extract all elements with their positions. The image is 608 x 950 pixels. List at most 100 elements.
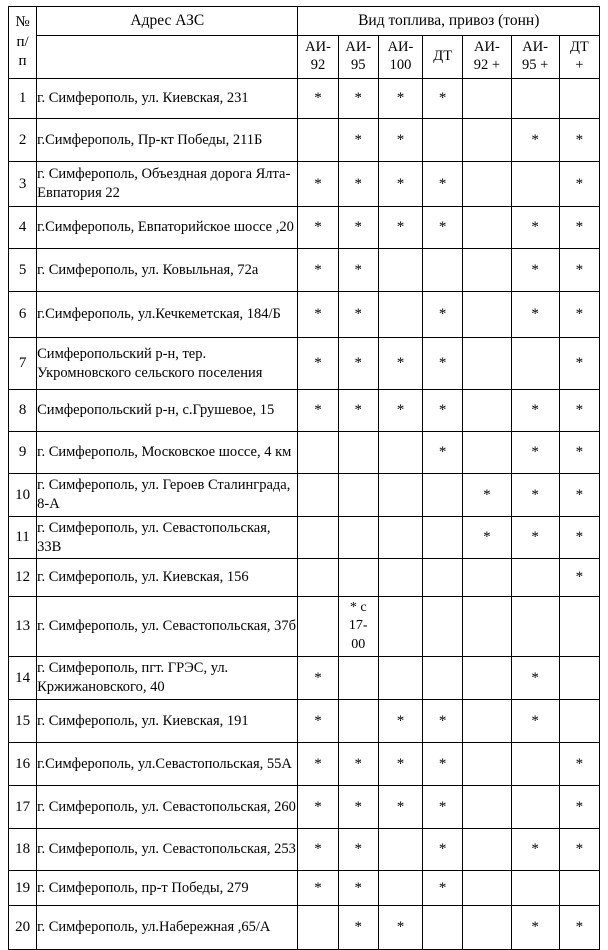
fuel-mark-ai92: *	[297, 785, 339, 829]
fuel-mark-dt	[422, 248, 464, 292]
table-body: 1 г. Симферополь, ул. Киевская, 231 * * * * 2 г…	[7, 78, 601, 950]
header-row-number: № п/ п	[7, 6, 38, 79]
fuel-mark-dtplus: *	[558, 558, 601, 597]
fuel-mark-ai95plus: *	[510, 656, 560, 700]
header-fuel-ai95-plus-line-1: АИ-	[522, 39, 549, 56]
fuel-mark-ai92plus: *	[462, 516, 512, 559]
fuel-mark-dtplus	[558, 596, 601, 657]
station-address: г. Симферополь, ул.Набережная ,65/А	[36, 905, 299, 950]
fuel-mark-dt: *	[422, 742, 464, 786]
fuel-mark-ai92plus	[462, 828, 512, 871]
header-fuel-dt: ДТ	[422, 35, 464, 79]
fuel-mark-ai95plus: *	[510, 828, 560, 871]
table-row: 16 г.Симферополь, ул.Севастопольская, 55А…	[7, 742, 601, 786]
fuel-mark-ai100	[377, 473, 424, 517]
station-address: г. Симферополь, ул. Севастопольская, 33В	[36, 516, 299, 559]
fuel-mark-dt: *	[422, 870, 464, 906]
fuel-mark-ai95plus	[510, 558, 560, 597]
fuel-mark-dt	[422, 656, 464, 700]
fuel-mark-ai100: *	[377, 161, 424, 207]
header-fuel-dt-plus-line-2: +	[575, 57, 584, 73]
row-number: 12	[7, 558, 38, 597]
row-number: 8	[7, 389, 38, 432]
fuel-mark-ai100	[377, 248, 424, 292]
fuel-mark-dt: *	[422, 206, 464, 249]
fuel-mark-ai92: *	[297, 291, 339, 338]
fuel-mark-ai95	[337, 558, 379, 597]
fuel-mark-dt: *	[422, 828, 464, 871]
fuel-mark-dt: *	[422, 785, 464, 829]
header-fuel-ai100: АИ- 100	[377, 35, 424, 79]
fuel-mark-ai95plus	[510, 337, 560, 390]
fuel-mark-ai95: *	[337, 161, 379, 207]
table-row: 18 г. Симферополь, ул. Севастопольская, 2…	[7, 828, 601, 871]
fuel-mark-dtplus: *	[558, 248, 601, 292]
station-address: г.Симферополь, ул.Севастопольская, 55А	[36, 742, 299, 786]
fuel-mark-dt: *	[422, 78, 464, 119]
fuel-mark-dtplus	[558, 699, 601, 743]
fuel-mark-dtplus: *	[558, 473, 601, 517]
table-row: 13 г. Симферополь, ул. Севастопольская, 3…	[7, 596, 601, 657]
header-fuel-ai92-plus-line-2: 92 +	[473, 57, 501, 73]
row-number: 16	[7, 742, 38, 786]
station-address: г. Симферополь, ул. Ковыльная, 72а	[36, 248, 299, 292]
header-fuel-ai95-line-2: 95	[351, 57, 366, 73]
fuel-mark-ai95: *	[337, 118, 379, 162]
header-fuel-dt-plus: ДТ +	[558, 35, 601, 79]
fuel-mark-ai100	[377, 656, 424, 700]
fuel-mark-dtplus	[558, 656, 601, 700]
fuel-mark-ai95: *	[337, 905, 379, 950]
fuel-mark-ai100	[377, 870, 424, 906]
header-fuel-ai92-plus-line-1: АИ-	[474, 39, 500, 56]
fuel-mark-ai100	[377, 828, 424, 871]
fuel-mark-ai95: *	[337, 78, 379, 119]
fuel-mark-ai95plus	[510, 161, 560, 207]
fuel-mark-ai100: *	[377, 699, 424, 743]
fuel-mark-ai95	[337, 516, 379, 559]
table-row: 12 г. Симферополь, ул. Киевская, 156 *	[7, 558, 601, 597]
fuel-mark-ai95	[337, 699, 379, 743]
fuel-mark-dtplus: *	[558, 291, 601, 338]
fuel-mark-ai100: *	[377, 389, 424, 432]
row-number: 1	[7, 78, 38, 119]
fuel-mark-ai95plus: *	[510, 291, 560, 338]
table-row: 4 г.Симферополь, Евпаторийское шоссе ,20 *…	[7, 206, 601, 249]
fuel-mark-ai95plus	[510, 596, 560, 657]
fuel-mark-ai92plus	[462, 558, 512, 597]
fuel-delivery-table: № п/ п Адрес АЗС Вид топлива, привоз (то…	[7, 6, 601, 950]
fuel-mark-ai92: *	[297, 870, 339, 906]
fuel-mark-ai95plus: *	[510, 118, 560, 162]
table-row: 11 г. Симферополь, ул. Севастопольская, 3…	[7, 516, 601, 559]
table-row: 15 г. Симферополь, ул. Киевская, 191 * * * *	[7, 699, 601, 743]
fuel-mark-ai92plus	[462, 78, 512, 119]
header-num-line-3: п	[18, 53, 27, 70]
row-number: 17	[7, 785, 38, 829]
fuel-mark-ai92plus	[462, 656, 512, 700]
fuel-mark-ai92: *	[297, 337, 339, 390]
header-fuel-ai95: АИ- 95	[337, 35, 379, 79]
fuel-mark-ai92	[297, 473, 339, 517]
fuel-mark-dt: *	[422, 699, 464, 743]
document-sheet: № п/ п Адрес АЗС Вид топлива, привоз (то…	[7, 6, 601, 950]
fuel-mark-dt	[422, 596, 464, 657]
fuel-mark-ai95	[337, 656, 379, 700]
fuel-mark-ai100: *	[377, 118, 424, 162]
fuel-mark-ai95: *	[337, 389, 379, 432]
fuel-mark-dt	[422, 905, 464, 950]
fuel-mark-ai92plus	[462, 870, 512, 906]
table-row: 9 г. Симферополь, Московское шоссе, 4 км *…	[7, 431, 601, 474]
header-num-line-2: п/	[16, 33, 29, 50]
fuel-mark-ai100	[377, 431, 424, 474]
table-row: 20 г. Симферополь, ул.Набережная ,65/А * * *…	[7, 905, 601, 950]
fuel-mark-dt	[422, 118, 464, 162]
station-address: г. Симферополь, ул. Севастопольская, 37б	[36, 596, 299, 657]
station-address: г. Симферополь, ул. Героев Сталинграда, …	[36, 473, 299, 517]
header-fuel-ai92-line-1: АИ-	[305, 39, 331, 56]
fuel-mark-ai92plus	[462, 291, 512, 338]
fuel-mark-ai95	[337, 431, 379, 474]
fuel-mark-ai92plus	[462, 785, 512, 829]
fuel-mark-ai95: *	[337, 206, 379, 249]
header-fuel-group: Вид топлива, привоз (тонн)	[297, 6, 600, 36]
fuel-mark-dt	[422, 558, 464, 597]
fuel-mark-ai95: *	[337, 785, 379, 829]
